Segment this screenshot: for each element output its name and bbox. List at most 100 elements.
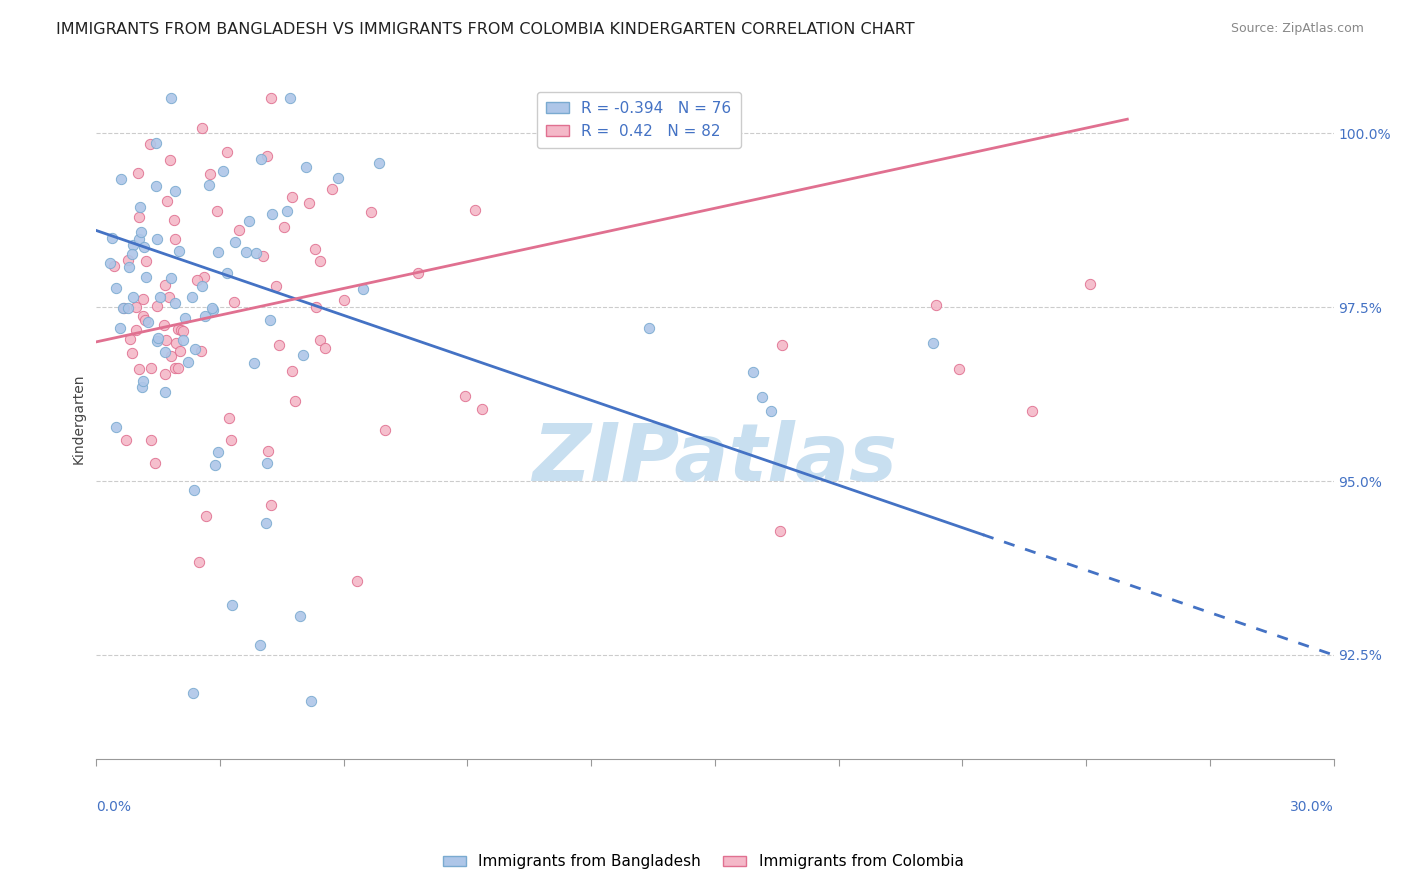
Point [101, 231, 124, 245]
Point [155, 278, 177, 293]
Point [217, 266, 239, 280]
Point [138, 315, 160, 329]
Point [165, 185, 187, 199]
Point [256, 149, 278, 163]
Point [172, 324, 194, 338]
Point [948, 361, 970, 376]
Point [198, 178, 221, 192]
Point [464, 203, 486, 218]
Point [181, 290, 204, 304]
Point [742, 366, 765, 380]
Point [207, 245, 229, 260]
Point [155, 333, 177, 347]
Point [308, 333, 330, 347]
Text: ZIPatlas: ZIPatlas [533, 420, 897, 499]
Point [314, 341, 336, 355]
Point [167, 244, 190, 259]
Text: 30.0%: 30.0% [1289, 800, 1333, 814]
Point [218, 411, 240, 425]
Point [238, 214, 260, 228]
Point [188, 555, 211, 569]
Point [121, 345, 143, 359]
Point [284, 394, 307, 409]
Point [259, 91, 281, 105]
Point [191, 121, 214, 136]
Point [124, 300, 146, 314]
Point [235, 245, 257, 260]
Point [135, 269, 157, 284]
Point [256, 457, 278, 471]
Point [201, 301, 224, 315]
Point [249, 638, 271, 652]
Text: Source: ZipAtlas.com: Source: ZipAtlas.com [1230, 22, 1364, 36]
Point [243, 356, 266, 370]
Point [207, 445, 229, 459]
Point [138, 136, 160, 151]
Point [190, 343, 212, 358]
Point [145, 232, 167, 246]
Point [121, 238, 143, 252]
Point [228, 223, 250, 237]
Point [471, 402, 494, 417]
Point [128, 211, 150, 225]
Point [205, 204, 228, 219]
Point [281, 190, 304, 204]
Point [145, 456, 167, 470]
Point [298, 196, 321, 211]
Point [146, 331, 169, 345]
Point [162, 213, 184, 227]
Point [131, 380, 153, 394]
Point [276, 204, 298, 219]
Point [1021, 403, 1043, 417]
Point [166, 322, 188, 336]
Point [308, 254, 330, 268]
Point [108, 321, 131, 335]
Point [125, 323, 148, 337]
Point [191, 279, 214, 293]
Point [245, 245, 267, 260]
Point [153, 384, 176, 399]
Point [267, 338, 290, 352]
Point [159, 153, 181, 167]
Point [132, 293, 155, 307]
Point [254, 516, 277, 530]
Point [165, 361, 187, 376]
Point [110, 172, 132, 186]
Point [121, 290, 143, 304]
Point [219, 434, 242, 448]
Point [374, 423, 396, 437]
Point [146, 334, 169, 348]
Point [114, 433, 136, 447]
Point [193, 269, 215, 284]
Point [260, 498, 283, 512]
Point [165, 295, 187, 310]
Point [406, 266, 429, 280]
Point [922, 335, 945, 350]
Point [170, 323, 193, 337]
Point [367, 156, 389, 170]
Point [105, 420, 128, 434]
Point [117, 301, 139, 315]
Point [224, 235, 246, 249]
Point [305, 300, 328, 314]
Point [184, 342, 207, 356]
Point [146, 299, 169, 313]
Point [198, 167, 221, 181]
Point [173, 310, 195, 325]
Point [117, 252, 139, 267]
Point [352, 282, 374, 296]
Point [118, 260, 141, 274]
Point [260, 207, 283, 221]
Point [333, 293, 356, 308]
Point [153, 367, 176, 381]
Point [127, 166, 149, 180]
Point [134, 313, 156, 327]
Point [159, 91, 181, 105]
Point [215, 145, 238, 160]
Point [252, 249, 274, 263]
Point [112, 301, 135, 315]
Point [165, 335, 187, 350]
Point [326, 170, 349, 185]
Point [103, 259, 125, 273]
Point [194, 309, 217, 323]
